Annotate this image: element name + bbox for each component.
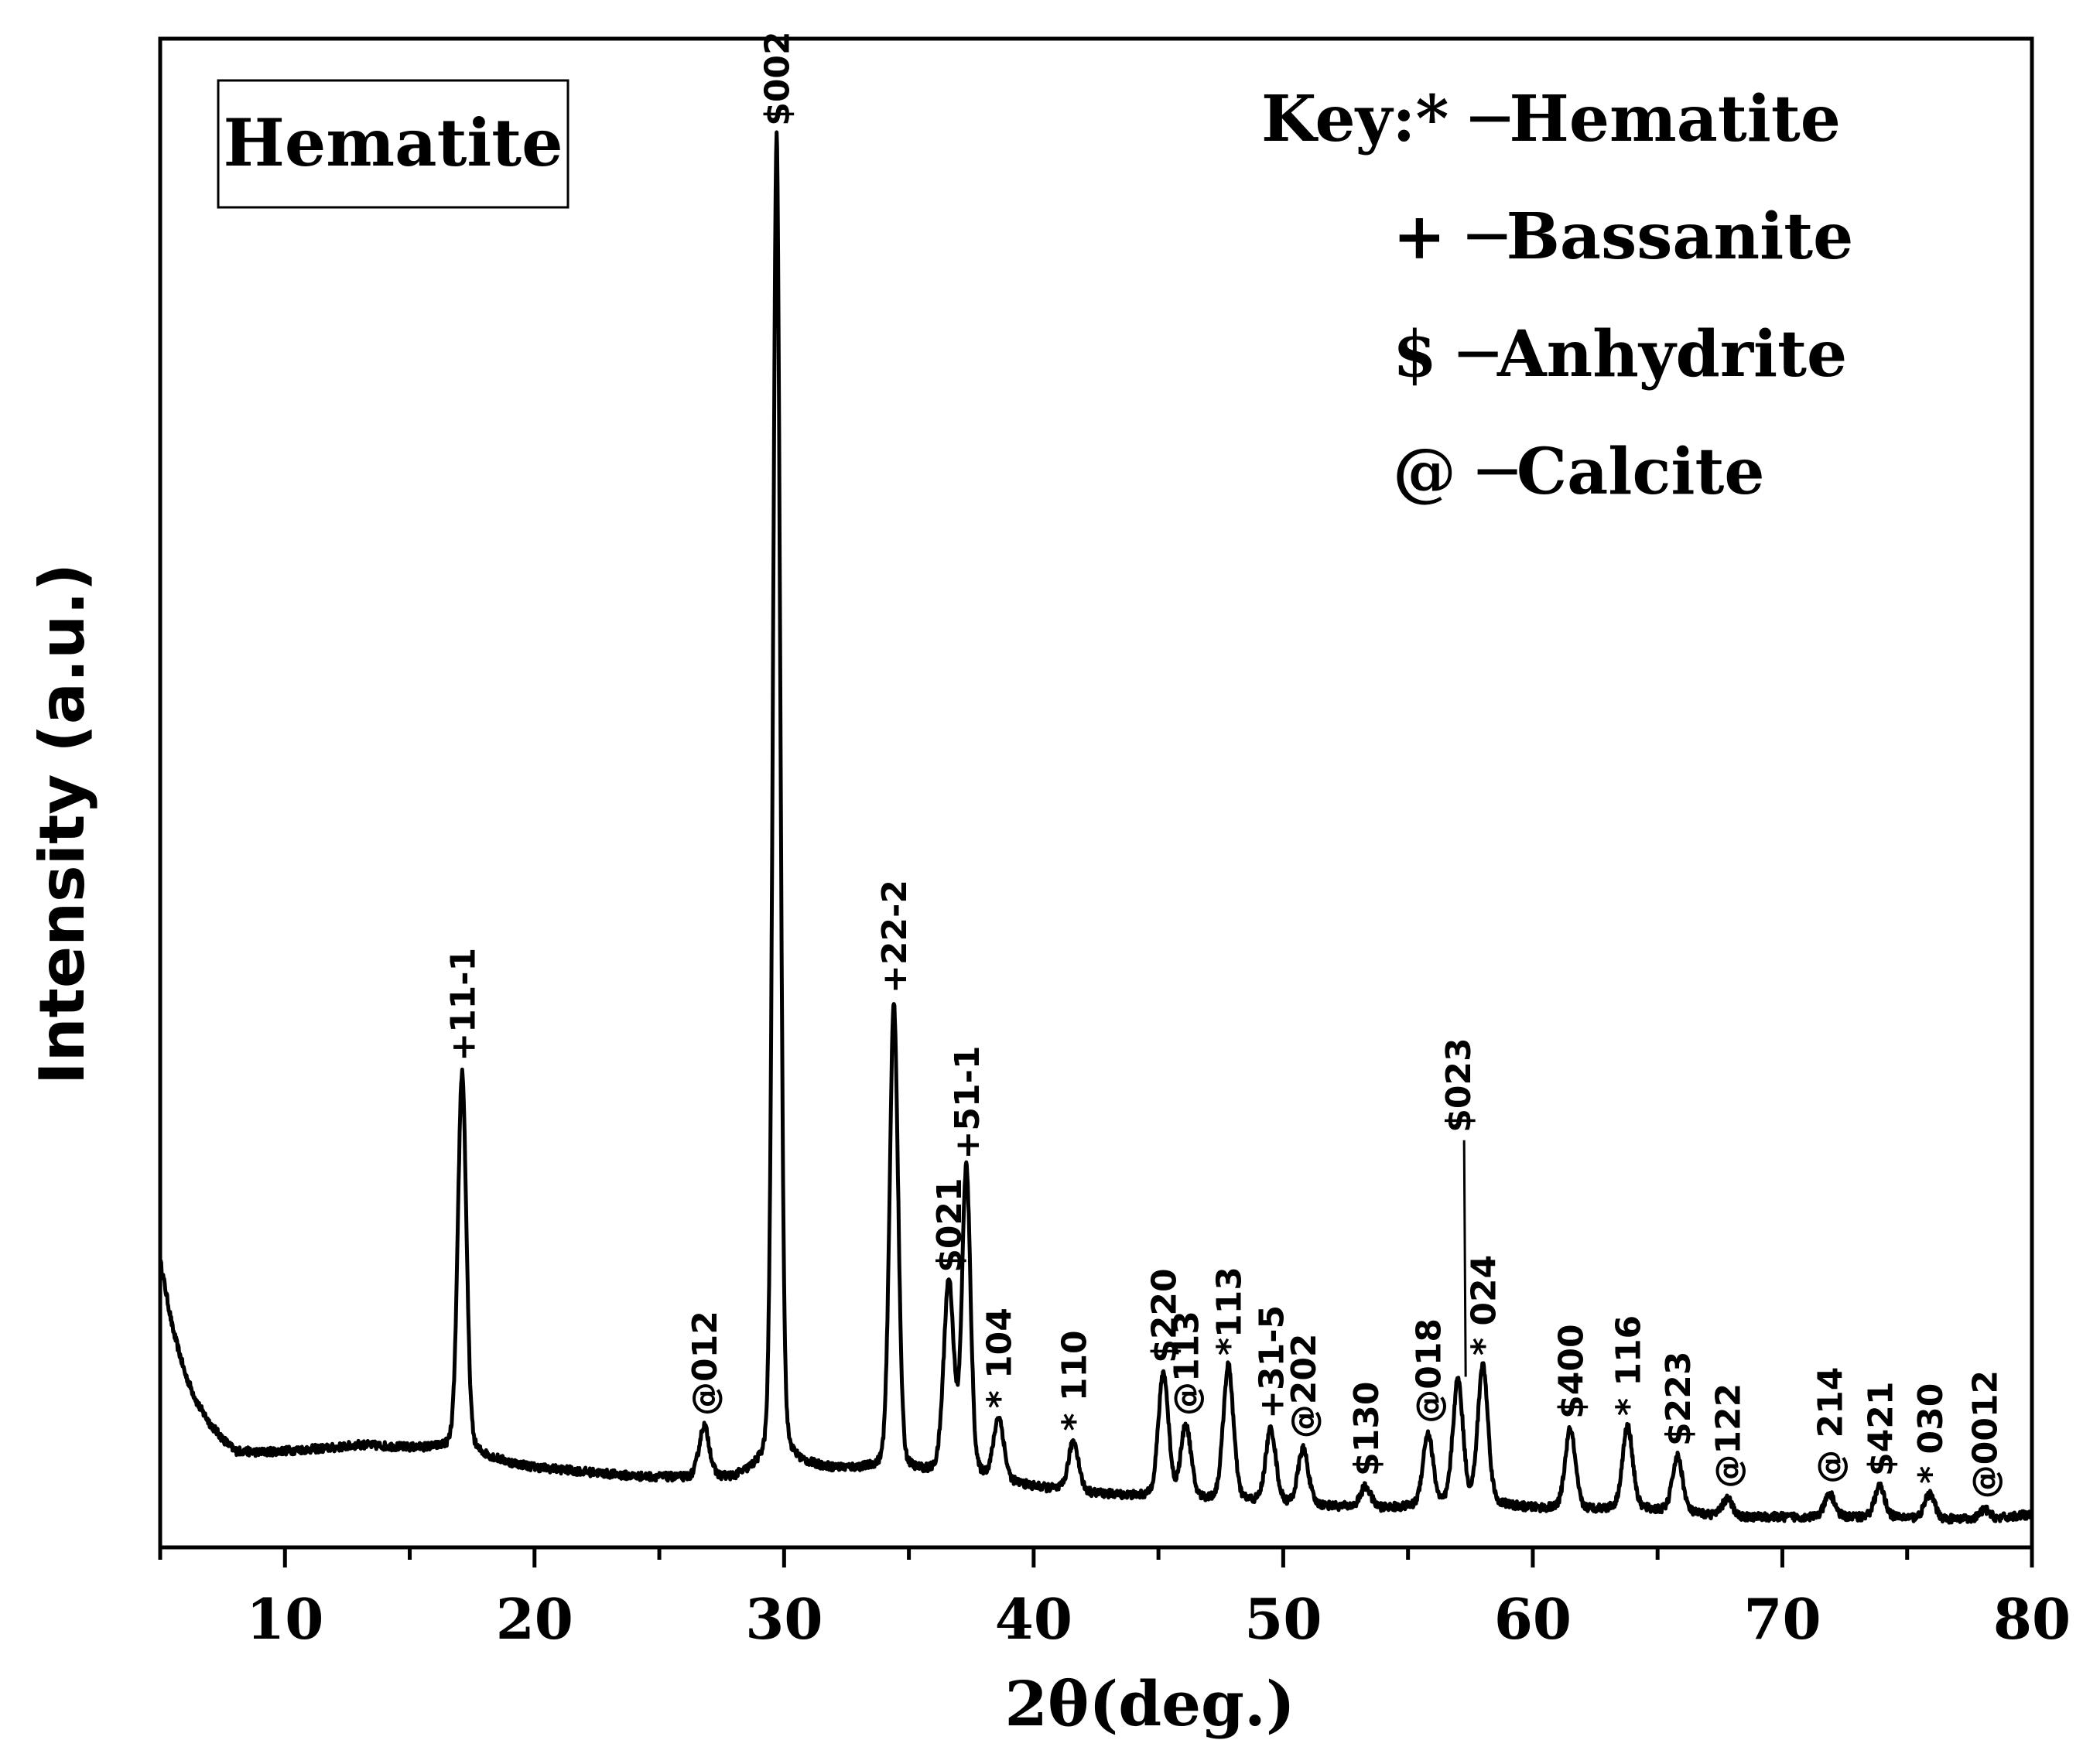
peak-label: +11-1: [443, 948, 483, 1061]
legend: Key:* ─Hematite + ─Bassanite $ ─Anhydrit…: [1261, 82, 1853, 509]
peak-label: $023: [1439, 1038, 1479, 1132]
xrd-pattern-line: [158, 130, 2033, 1525]
x-tick-label: 60: [1494, 1586, 1572, 1652]
peak-label: * 104: [980, 1308, 1020, 1408]
peak-leader-line: [1462, 1140, 1467, 1377]
y-axis-title: Intensity (a.u.): [26, 563, 98, 1085]
x-tick-label: 70: [1743, 1586, 1821, 1652]
peak-label: @0012: [1966, 1370, 2006, 1499]
peak-label: @202: [1284, 1333, 1324, 1438]
peak-label: * 110: [1055, 1330, 1095, 1431]
axes: [158, 36, 2034, 1567]
peak-label: @012: [686, 1311, 725, 1416]
legend-entry-anhydrite: $ ─Anhydrite: [1393, 317, 1847, 391]
sample-label-box: Hematite: [217, 79, 569, 209]
peak-label: +31-5: [1252, 1305, 1291, 1419]
peak-label: *113: [1209, 1267, 1249, 1355]
x-tick-label: 40: [995, 1586, 1072, 1652]
peak-label: $130: [1347, 1382, 1387, 1476]
peak-label: * 030: [1911, 1383, 1951, 1484]
peak-label: @113: [1168, 1311, 1207, 1416]
peak-labels: +11-1 @012 $002 +22-2 $021 +51-1 * 104 * 110 $22…: [443, 31, 2005, 1499]
peak-label: * 024: [1464, 1255, 1503, 1355]
peak-label: $002: [758, 31, 798, 125]
x-tick-label: 30: [745, 1586, 823, 1652]
peak-label: +51-1: [948, 1046, 987, 1160]
sample-label: Hematite: [223, 104, 563, 181]
plot-frame: [158, 36, 2034, 1550]
peak-label: @ 214: [1811, 1367, 1851, 1484]
peak-label: $021: [930, 1178, 970, 1272]
x-tick-labels: 10 20 30 40 50 60 70 80: [246, 1586, 2071, 1652]
peak-label: $421: [1861, 1382, 1900, 1476]
x-tick-label: 50: [1244, 1586, 1322, 1652]
x-axis-title: 2θ(deg.): [1004, 1667, 1295, 1740]
x-tick-label: 80: [1993, 1586, 2071, 1652]
peak-label: @018: [1410, 1318, 1449, 1424]
peak-label: $223: [1659, 1352, 1698, 1446]
x-tick-label: 20: [496, 1586, 573, 1652]
peak-label: +22-2: [875, 880, 915, 993]
peak-label: $220: [1145, 1268, 1185, 1362]
x-tick-label: 10: [246, 1586, 323, 1652]
legend-entry-hematite: Key:* ─Hematite: [1261, 82, 1841, 156]
legend-entry-calcite: @ ─Calcite: [1393, 435, 1765, 509]
peak-label: * 116: [1609, 1315, 1649, 1416]
peak-label: $400: [1551, 1324, 1591, 1418]
legend-entry-bassanite: + ─Bassanite: [1393, 200, 1853, 274]
peak-label: @122: [1709, 1383, 1749, 1489]
